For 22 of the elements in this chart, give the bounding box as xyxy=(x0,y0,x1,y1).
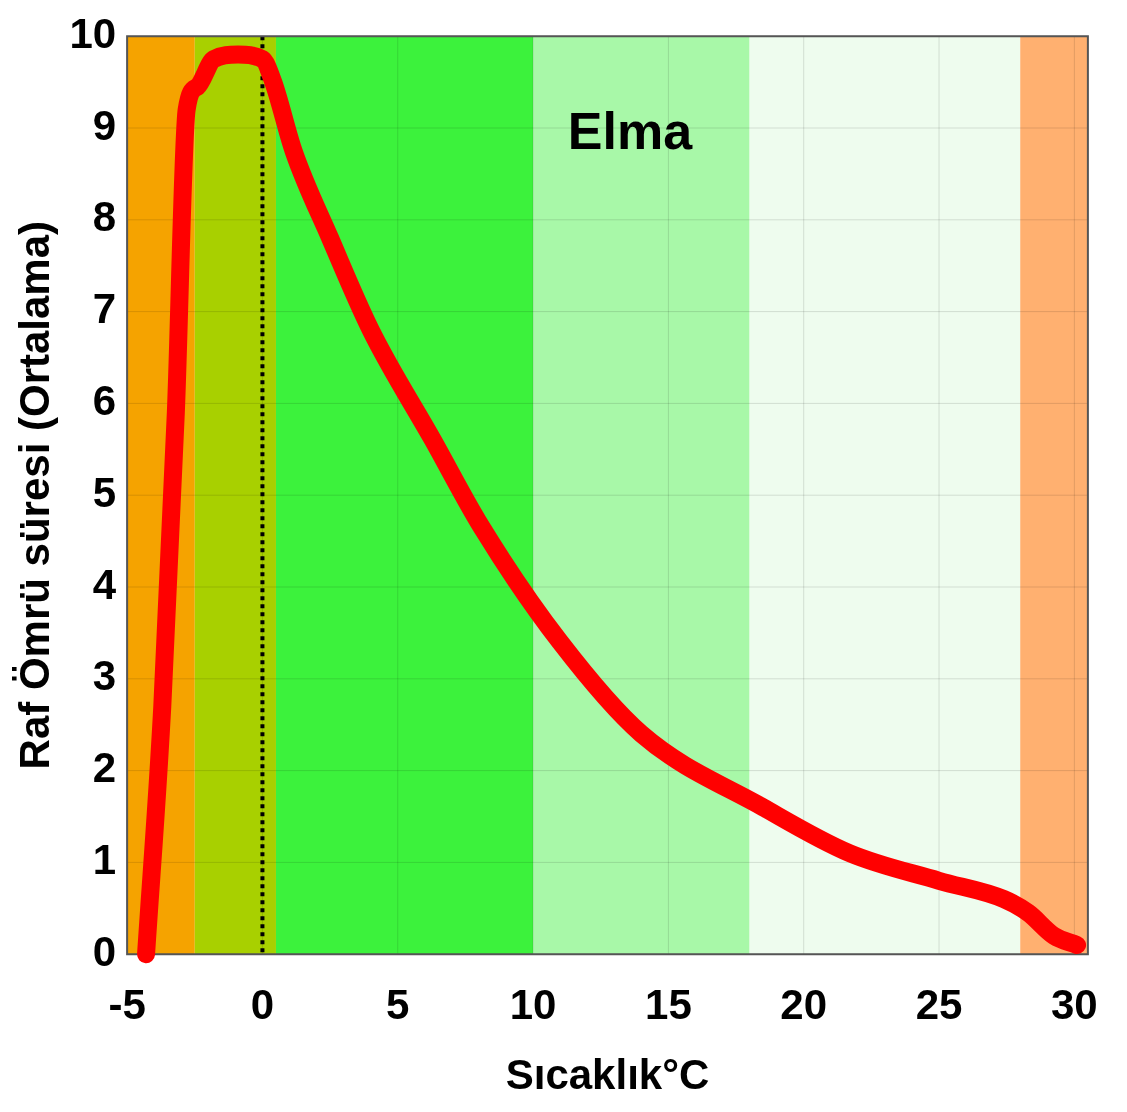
x-tick-label: 30 xyxy=(1051,980,1098,1028)
y-tick-label: 7 xyxy=(92,285,117,333)
y-tick-label: 1 xyxy=(92,835,117,883)
annotation: Elma xyxy=(566,101,694,162)
y-tick-label: 0 xyxy=(92,927,117,975)
y-tick-label: 3 xyxy=(92,652,117,700)
y-tick-label: 4 xyxy=(92,560,117,608)
y-tick-label: 5 xyxy=(92,468,117,516)
x-tick-label: 15 xyxy=(645,980,692,1028)
x-tick-label: 20 xyxy=(780,980,828,1028)
x-tick-label: 5 xyxy=(386,980,410,1028)
y-tick-label: 8 xyxy=(92,193,117,241)
y-tick-label: 9 xyxy=(92,101,117,149)
x-tick-label: -5 xyxy=(108,980,146,1028)
y-tick-label: 2 xyxy=(92,744,117,792)
y-tick-label: 6 xyxy=(92,376,117,424)
y-tick-label: 10 xyxy=(69,9,117,57)
x-tick-label: 10 xyxy=(509,980,557,1028)
y-axis-title: Raf Ömrü süresi (Ortalama) xyxy=(10,220,58,770)
x-axis-title: Sıcaklık°C xyxy=(505,1051,710,1099)
x-tick-label: 25 xyxy=(915,980,963,1028)
x-tick-label: 0 xyxy=(250,980,275,1028)
